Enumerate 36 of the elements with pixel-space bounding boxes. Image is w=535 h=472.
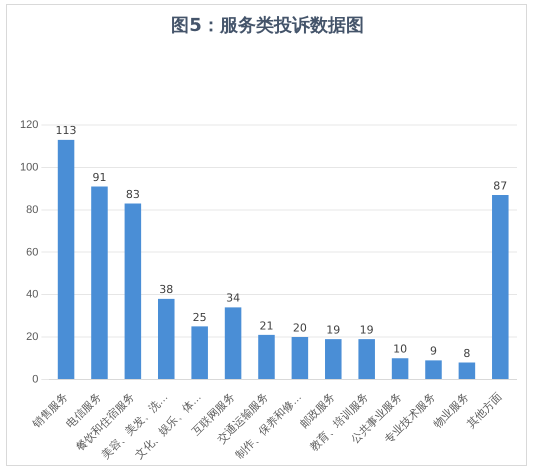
data-label: 19 [326, 324, 340, 337]
bar [58, 140, 74, 379]
data-label: 9 [430, 344, 437, 358]
bar [358, 339, 375, 379]
bar [224, 307, 242, 379]
data-label: 19 [360, 324, 374, 337]
bar [492, 194, 509, 379]
bar [124, 203, 142, 379]
data-label: 8 [463, 346, 470, 360]
data-label: 87 [493, 179, 508, 192]
y-tick-label: 60 [26, 246, 38, 258]
bar [392, 358, 408, 379]
y-tick-label: 20 [26, 331, 38, 344]
data-label: 25 [192, 310, 207, 324]
data-label: 20 [292, 321, 307, 334]
bar [292, 337, 308, 379]
data-label: 38 [159, 283, 174, 296]
y-tick-label: 100 [20, 161, 38, 174]
y-tick-label: 120 [20, 119, 38, 132]
bar [425, 360, 442, 379]
data-label: 21 [259, 319, 274, 332]
data-label: 10 [393, 342, 408, 356]
data-label: 113 [56, 124, 77, 138]
y-tick-label: 40 [26, 288, 38, 301]
y-tick-label: 0 [32, 373, 38, 386]
y-tick-label: 80 [26, 204, 38, 216]
bar [91, 186, 108, 379]
bar [191, 326, 208, 379]
bar [325, 339, 342, 379]
data-label: 34 [226, 292, 240, 305]
bar [158, 298, 175, 379]
bar [258, 334, 275, 379]
data-label: 91 [92, 170, 106, 184]
bar [458, 362, 476, 379]
chart-title: 图5：服务类投诉数据图 [170, 14, 365, 37]
data-label: 83 [126, 188, 140, 201]
